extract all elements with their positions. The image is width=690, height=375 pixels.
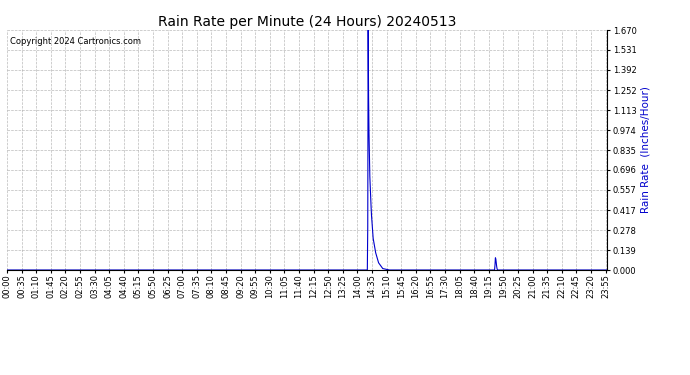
Title: Rain Rate per Minute (24 Hours) 20240513: Rain Rate per Minute (24 Hours) 20240513: [158, 15, 456, 29]
Text: Copyright 2024 Cartronics.com: Copyright 2024 Cartronics.com: [10, 37, 141, 46]
Y-axis label: Rain Rate  (Inches/Hour): Rain Rate (Inches/Hour): [641, 87, 651, 213]
